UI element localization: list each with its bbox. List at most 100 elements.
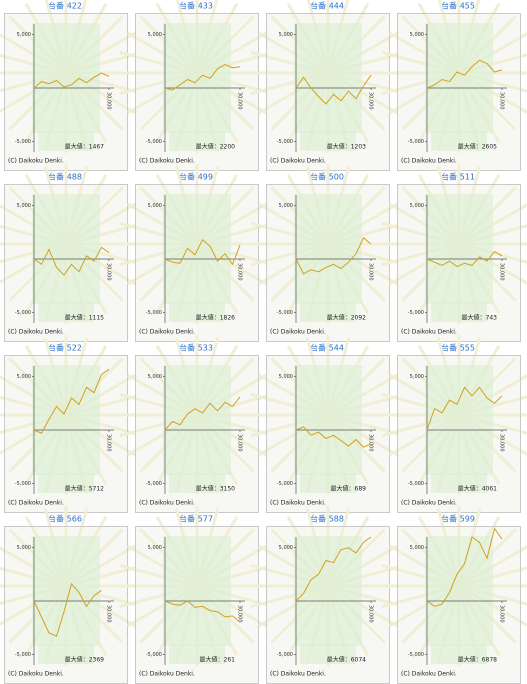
data-line: [295, 74, 372, 105]
data-line: [295, 536, 372, 602]
max-value: 最大値：6878: [458, 656, 497, 664]
max-value: 最大値：689: [331, 485, 367, 493]
data-line: [33, 368, 110, 434]
data-line: [164, 396, 241, 431]
max-value: 最大値：1115: [65, 314, 104, 322]
data-line: [426, 386, 503, 431]
x-tick-label: 30,000: [237, 263, 243, 281]
y-tick-label: 5,000: [410, 545, 424, 551]
copyright: (C) Daikoku Denki.: [270, 671, 326, 678]
green-card-lower: [169, 131, 225, 151]
copyright: (C) Daikoku Denki.: [139, 500, 195, 507]
data-line: [164, 600, 241, 623]
x-tick-label: 30,000: [368, 605, 374, 623]
green-card: [163, 365, 231, 475]
y-tick-label: 5,000: [148, 374, 162, 380]
y-tick-label: 5,000: [17, 32, 31, 38]
copyright: (C) Daikoku Denki.: [270, 158, 326, 165]
green-card: [163, 194, 231, 304]
green-card: [32, 365, 100, 475]
x-tick-label: 30,000: [368, 434, 374, 452]
y-tick-label: 5,000: [17, 545, 31, 551]
y-tick-label: 5,000: [148, 545, 162, 551]
green-card: [425, 365, 493, 475]
data-line: [164, 239, 241, 266]
x-tick-label: 30,000: [499, 92, 505, 110]
data-line: [426, 250, 503, 268]
copyright: (C) Daikoku Denki.: [401, 158, 457, 165]
x-tick-label: 30,000: [106, 434, 112, 452]
green-card-lower: [38, 302, 94, 322]
y-tick-label: 5,000: [279, 545, 293, 551]
data-line: [295, 426, 372, 448]
x-tick-label: 30,000: [106, 92, 112, 110]
y-tick-label: 5,000: [410, 32, 424, 38]
green-card: [294, 536, 362, 646]
y-tick-label: 5,000: [410, 203, 424, 209]
y-tick-label: -5,000: [408, 652, 424, 658]
green-card-lower: [169, 644, 225, 664]
green-card-lower: [169, 302, 225, 322]
green-card-lower: [300, 473, 356, 493]
x-tick-label: 30,000: [237, 605, 243, 623]
green-card-lower: [431, 473, 487, 493]
x-tick-label: 30,000: [499, 605, 505, 623]
green-card: [32, 194, 100, 304]
copyright: (C) Daikoku Denki.: [139, 158, 195, 165]
x-tick-label: 30,000: [106, 263, 112, 281]
y-tick-label: -5,000: [408, 481, 424, 487]
max-value: 最大値：2605: [458, 143, 497, 151]
data-line: [33, 582, 102, 637]
y-tick-label: -5,000: [146, 481, 162, 487]
data-line: [164, 63, 241, 91]
max-value: 最大値：743: [462, 314, 498, 322]
max-value: 最大値：261: [200, 656, 236, 664]
max-value: 最大値：6074: [327, 656, 366, 664]
copyright: (C) Daikoku Denki.: [8, 158, 64, 165]
green-card-lower: [431, 131, 487, 151]
y-tick-label: -5,000: [146, 652, 162, 658]
green-card-lower: [300, 131, 356, 151]
y-tick-label: 5,000: [148, 32, 162, 38]
green-card-lower: [38, 473, 94, 493]
x-tick-label: 30,000: [368, 92, 374, 110]
green-card-lower: [431, 644, 487, 664]
max-value: 最大値：3150: [196, 485, 235, 493]
copyright: (C) Daikoku Denki.: [139, 329, 195, 336]
data-line: [426, 59, 503, 89]
copyright: (C) Daikoku Denki.: [401, 329, 457, 336]
green-card: [425, 23, 493, 133]
y-tick-label: -5,000: [15, 139, 31, 145]
x-tick-label: 30,000: [499, 263, 505, 281]
copyright: (C) Daikoku Denki.: [139, 671, 195, 678]
y-tick-label: 5,000: [279, 203, 293, 209]
max-value: 最大値：1826: [196, 314, 235, 322]
data-line: [33, 72, 110, 89]
max-value: 最大値：1467: [65, 143, 104, 151]
x-tick-label: 30,000: [106, 605, 112, 623]
green-card: [294, 23, 362, 133]
green-card-lower: [38, 131, 94, 151]
copyright: (C) Daikoku Denki.: [270, 500, 326, 507]
y-tick-label: -5,000: [146, 310, 162, 316]
green-card: [425, 536, 493, 646]
copyright: (C) Daikoku Denki.: [8, 500, 64, 507]
green-card-lower: [300, 302, 356, 322]
max-value: 最大値：2369: [65, 656, 104, 664]
data-line: [295, 236, 372, 275]
y-tick-label: -5,000: [408, 310, 424, 316]
y-tick-label: -5,000: [15, 652, 31, 658]
green-card: [32, 536, 100, 646]
green-card: [163, 536, 231, 646]
y-tick-label: -5,000: [277, 481, 293, 487]
